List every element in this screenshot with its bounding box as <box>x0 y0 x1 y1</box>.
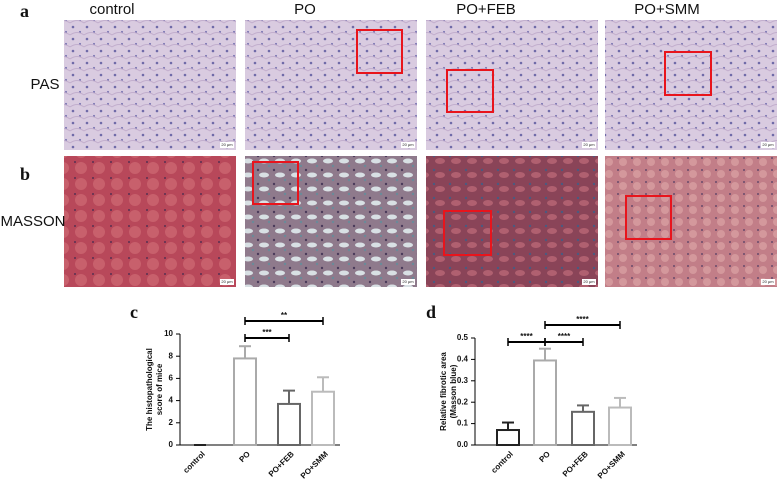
micrograph <box>245 20 417 150</box>
error-bar <box>239 345 251 359</box>
column-label: PO <box>294 1 316 18</box>
roi-box <box>664 51 712 96</box>
significance-label: **** <box>576 315 589 324</box>
column-label: PO+SMM <box>634 1 699 18</box>
y-axis-label: score of mice <box>155 363 164 415</box>
scale-bar-label: 20 μm <box>402 279 414 284</box>
error-bar <box>614 396 626 408</box>
y-tick-label: 4 <box>169 396 174 405</box>
y-axis-label: The histopathological <box>145 348 154 431</box>
bar <box>233 357 257 447</box>
error-bar <box>502 421 514 431</box>
row-label: MASSON <box>0 213 65 230</box>
x-tick-label: PO+SMM <box>596 449 627 480</box>
x-tick-label: control <box>181 450 207 476</box>
micrograph <box>64 156 236 287</box>
panel-label: d <box>426 302 436 322</box>
scale-bar-label: 20 μm <box>583 279 595 284</box>
x-tick-label: control <box>489 450 515 476</box>
bar <box>533 359 557 446</box>
micrographs <box>64 20 777 287</box>
micrograph <box>245 156 417 287</box>
significance-label: ** <box>281 311 288 320</box>
y-tick-label: 0.5 <box>457 333 469 342</box>
x-tick-label: PO+FEB <box>561 449 590 478</box>
x-tick-label: PO+FEB <box>267 449 296 478</box>
row-label: PAS <box>31 76 60 93</box>
roi-box <box>625 195 672 240</box>
significance-label: *** <box>262 328 272 337</box>
significance-label: **** <box>520 332 533 341</box>
column-label: control <box>89 1 134 18</box>
scale-bar <box>220 142 234 148</box>
x-tick-label: PO <box>237 450 252 465</box>
scale-bar <box>401 279 415 285</box>
scale-bar <box>582 279 596 285</box>
scale-bar-label: 20 μm <box>762 142 774 147</box>
y-axis-label: (Masson blue) <box>449 364 458 418</box>
scale-bar-label: 20 μm <box>762 279 774 284</box>
y-tick-label: 0.1 <box>457 419 469 428</box>
roi-box <box>446 69 494 113</box>
scale-bar <box>761 279 775 285</box>
y-tick-label: 10 <box>164 329 173 338</box>
error-bar <box>539 347 551 361</box>
y-tick-label: 0.4 <box>457 355 469 364</box>
scale-bar-label: 20 μm <box>221 142 233 147</box>
scale-bar <box>401 142 415 148</box>
y-tick-label: 0 <box>169 440 174 449</box>
roi-box <box>252 161 299 205</box>
scale-bar-label: 20 μm <box>583 142 595 147</box>
y-tick-label: 0.2 <box>457 397 469 406</box>
scale-bar <box>220 279 234 285</box>
scale-bar <box>761 142 775 148</box>
bar <box>608 406 632 446</box>
micrograph <box>605 20 777 150</box>
y-tick-label: 0.0 <box>457 440 469 449</box>
column-label: PO+FEB <box>456 1 516 18</box>
y-tick-label: 2 <box>169 418 174 427</box>
bar <box>277 402 301 446</box>
bar <box>496 429 520 446</box>
significance-label: **** <box>558 332 571 341</box>
y-tick-label: 0.3 <box>457 376 469 385</box>
error-bar <box>577 404 589 412</box>
scale-bar-label: 20 μm <box>402 142 414 147</box>
scale-bar-label: 20 μm <box>221 279 233 284</box>
micrograph <box>426 20 598 150</box>
bar <box>571 410 595 446</box>
panel-label: b <box>20 164 30 184</box>
error-bar <box>283 389 295 404</box>
y-axis-label: Relative fibrotic area <box>439 352 448 431</box>
scale-bar <box>582 142 596 148</box>
error-bar <box>317 376 329 392</box>
micrograph <box>64 20 236 150</box>
panel-label: c <box>130 302 138 322</box>
x-tick-label: PO <box>537 450 552 465</box>
micrograph <box>426 156 598 287</box>
y-tick-label: 8 <box>169 351 174 360</box>
roi-box <box>356 29 403 74</box>
x-tick-label: PO+SMM <box>299 449 330 480</box>
micrograph <box>605 156 777 287</box>
y-tick-label: 6 <box>169 374 174 383</box>
bar <box>311 390 335 446</box>
roi-box <box>443 210 492 256</box>
panel-label: a <box>20 1 29 21</box>
